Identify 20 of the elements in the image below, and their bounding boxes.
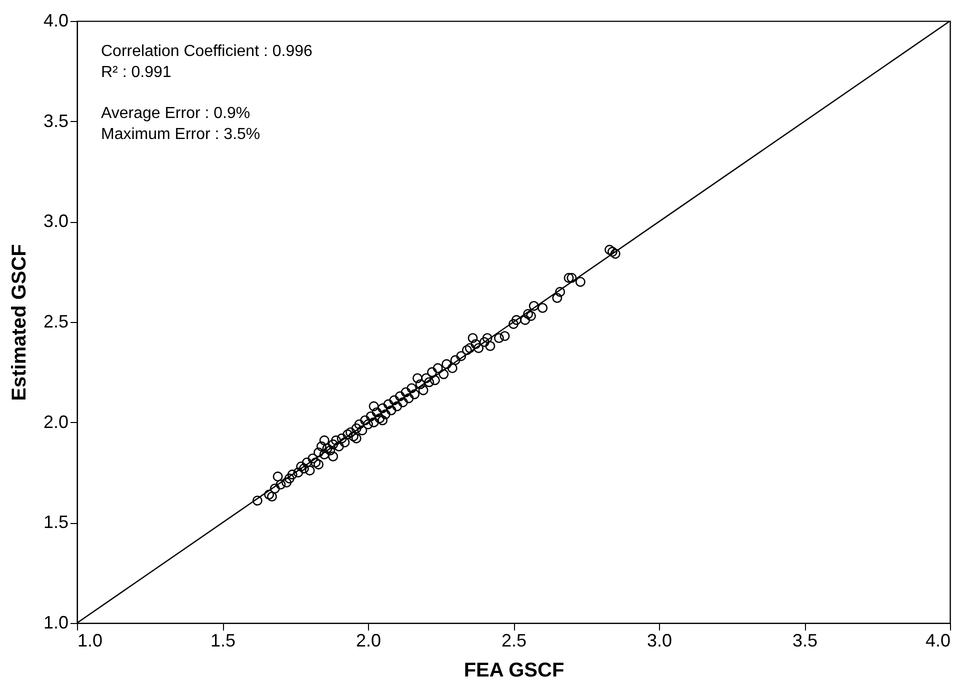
x-tick-label: 1.0 xyxy=(78,630,103,650)
x-tick-label: 2.5 xyxy=(501,630,527,650)
x-tick-label: 4.0 xyxy=(925,630,950,650)
y-tick-label: 1.0 xyxy=(43,612,68,632)
x-axis-title: FEA GSCF xyxy=(464,660,564,682)
annotation: Correlation Coefficient : 0.996 xyxy=(101,43,312,60)
y-tick-label: 4.0 xyxy=(43,10,68,30)
x-tick-label: 1.5 xyxy=(210,630,236,650)
y-tick-label: 3.0 xyxy=(43,211,68,232)
annotation: Maximum Error : 3.5% xyxy=(101,126,260,143)
y-tick-label: 3.5 xyxy=(43,110,68,131)
y-tick-label: 1.5 xyxy=(43,512,68,532)
y-tick-label: 2.5 xyxy=(43,312,68,332)
y-axis-title: Estimated GSCF xyxy=(8,244,30,401)
x-tick-label: 2.0 xyxy=(356,630,382,650)
y-tick-label: 2.0 xyxy=(43,412,68,432)
x-tick-label: 3.0 xyxy=(646,630,672,650)
annotation: Average Error : 0.9% xyxy=(101,105,250,122)
annotation: R² : 0.991 xyxy=(101,64,172,81)
x-tick-label: 3.5 xyxy=(792,630,818,650)
